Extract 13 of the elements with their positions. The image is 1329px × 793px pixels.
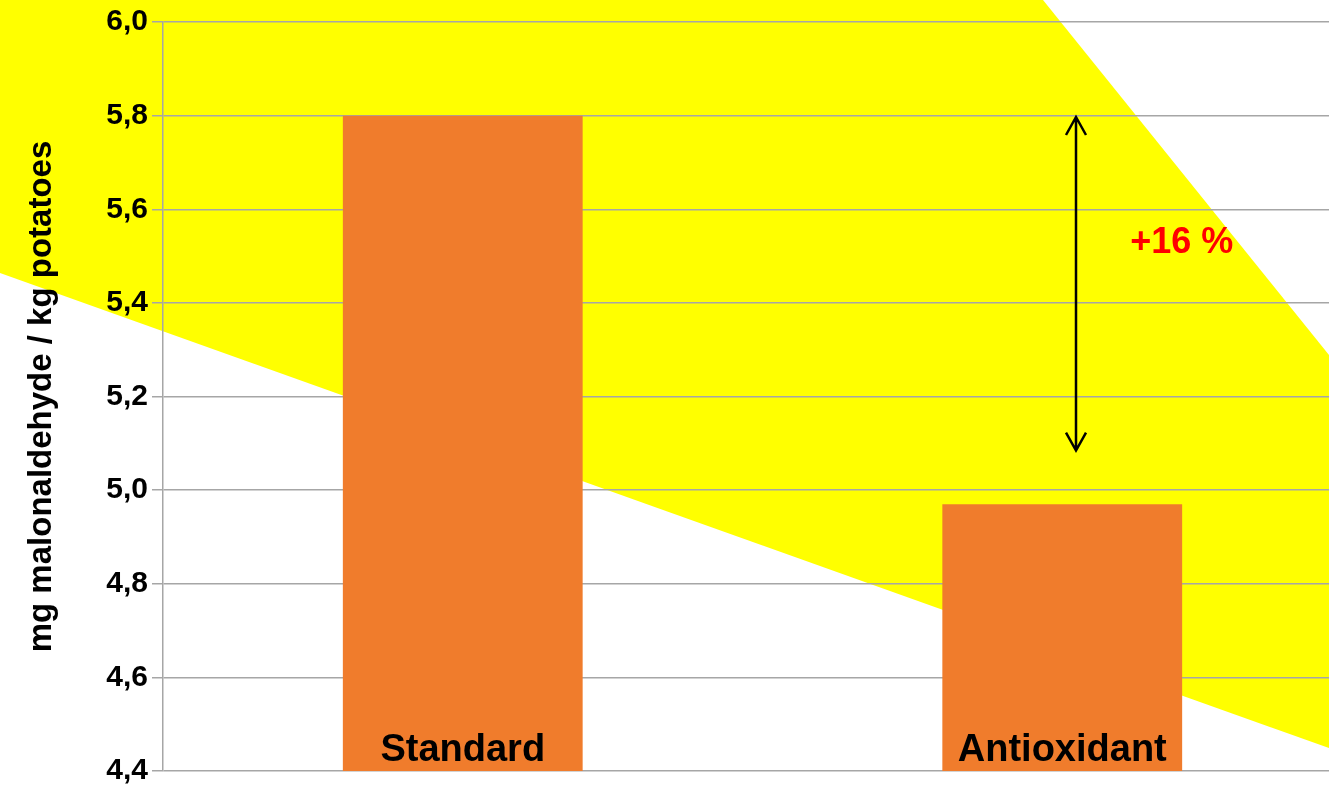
y-tick-label: 4,8 [106,565,148,599]
y-tick-label: 5,0 [106,471,148,505]
x-tick-label: Antioxidant [957,727,1168,769]
y-tick-label: 5,6 [106,190,148,224]
annotation: +16 % [1130,220,1234,262]
y-tick-label: 6,0 [106,3,148,37]
y-tick-label: 5,8 [106,96,148,130]
x-tick-label: Standard [380,727,546,769]
y-axis-title: mg malonaldehyde / kg potatoes [20,140,58,653]
y-tick-label: 5,2 [106,377,148,411]
y-tick-label: 5,4 [106,284,149,318]
y-tick-label: 4,4 [106,752,149,786]
y-tick-label: 4,6 [106,658,148,692]
